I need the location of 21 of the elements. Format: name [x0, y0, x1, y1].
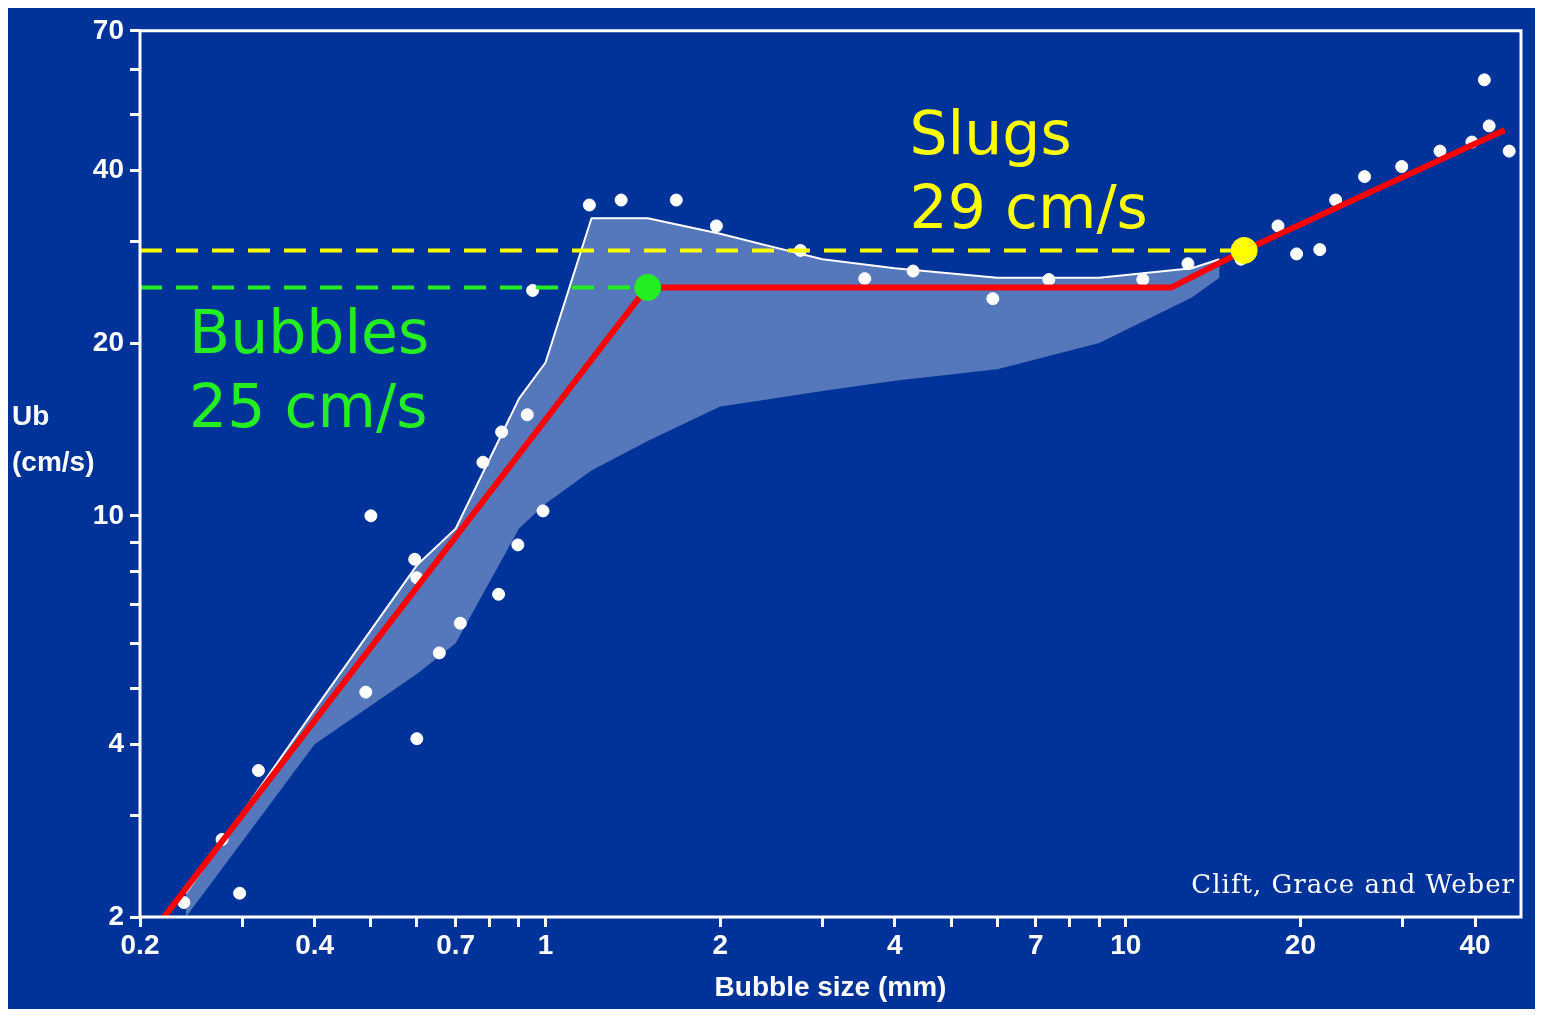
annotation: Clift, Grace and Weber [1191, 869, 1515, 899]
x-tick-label: 2 [712, 928, 728, 960]
y-tick-label: 10 [92, 498, 124, 530]
x-tick-label: 10 [1110, 928, 1142, 960]
x-tick-label: 20 [1284, 928, 1316, 960]
x-tick-label: 1 [537, 928, 554, 960]
y-tick-label: 4 [108, 726, 125, 758]
annotation: Bubbles 25 cm/s [189, 296, 430, 444]
x-tick-label: 0.4 [295, 928, 335, 960]
y-axis-title: Ub (cm/s) [12, 399, 96, 479]
x-tick-label: 0.7 [436, 928, 476, 960]
x-tick-label: 7 [1028, 928, 1044, 960]
y-tick-label: 40 [92, 153, 124, 185]
x-tick-label: 40 [1459, 928, 1491, 960]
y-tick-label: 70 [92, 13, 124, 45]
x-tick-label: 0.2 [120, 928, 160, 960]
annotation: Slugs 29 cm/s [909, 97, 1148, 245]
x-axis-title: Bubble size (mm) [714, 970, 947, 1002]
x-tick-label: 4 [887, 928, 904, 960]
y-tick-label: 2 [108, 899, 124, 931]
y-tick-label: 20 [92, 325, 124, 357]
